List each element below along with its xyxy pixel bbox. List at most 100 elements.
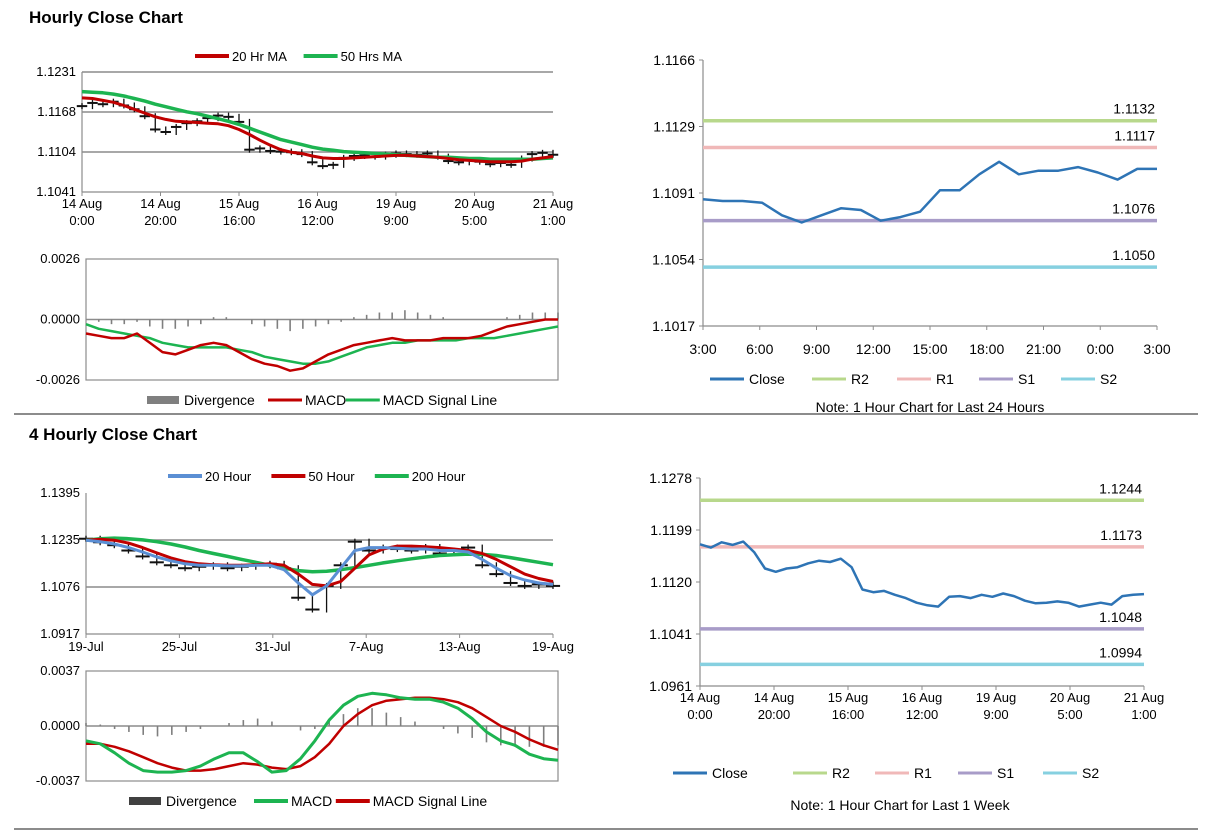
y-tick-label: 0.0000 bbox=[40, 312, 80, 327]
x-tick-label: 14 Aug bbox=[140, 196, 181, 211]
x-tick-label: 19-Aug bbox=[532, 639, 574, 654]
legend-label: Close bbox=[712, 765, 748, 781]
x-tick-label: 19 Aug bbox=[976, 690, 1017, 705]
legend-label: MACD bbox=[305, 392, 346, 408]
x-tick-label: 16 Aug bbox=[297, 196, 338, 211]
level-label: 1.1048 bbox=[1099, 609, 1142, 625]
four-hourly-week-chart: 1.1278 1.1199 1.1120 1.1041 1.0961 1.1244 1.11… bbox=[649, 470, 1165, 813]
ma50-line bbox=[85, 537, 554, 588]
x-tick-label: 21 Aug bbox=[1124, 690, 1165, 705]
x-tick-label: 21:00 bbox=[1026, 341, 1061, 357]
y-tick-label: 1.1235 bbox=[40, 532, 80, 547]
y-tick-label: -0.0026 bbox=[36, 372, 80, 387]
x-tick-label: 20:00 bbox=[144, 213, 177, 228]
y-tick-label: 1.1395 bbox=[40, 485, 80, 500]
legend-label: 50 Hrs MA bbox=[341, 49, 403, 64]
section-divider bbox=[14, 413, 1198, 415]
four-hourly-section-title: 4 Hourly Close Chart bbox=[29, 425, 198, 444]
y-tick-label: 1.1017 bbox=[652, 318, 695, 334]
macd-signal-line bbox=[86, 696, 559, 772]
x-tick-label: 20 Aug bbox=[1050, 690, 1091, 705]
level-label: 1.1244 bbox=[1099, 480, 1142, 496]
legend-label: R2 bbox=[832, 765, 850, 781]
x-tick-label: 6:00 bbox=[746, 341, 773, 357]
y-tick-label: 1.1091 bbox=[652, 185, 695, 201]
macd-signal-line bbox=[85, 323, 559, 365]
x-tick-label: 12:00 bbox=[856, 341, 891, 357]
legend-label: 50 Hour bbox=[308, 469, 355, 484]
x-tick-label: 0:00 bbox=[1087, 341, 1114, 357]
legend-label: S1 bbox=[997, 765, 1014, 781]
four-hourly-ma-chart: 20 Hour 50 Hour 200 Hour 1.1395 1.1235 1.1076… bbox=[40, 469, 574, 654]
ma50-line bbox=[81, 89, 554, 161]
x-tick-label: 19 Aug bbox=[376, 196, 417, 211]
y-tick-label: 1.0917 bbox=[40, 626, 80, 641]
chart-note: Note: 1 Hour Chart for Last 1 Week bbox=[790, 797, 1010, 813]
x-tick-label: 15 Aug bbox=[219, 196, 260, 211]
legend-label: R2 bbox=[851, 371, 869, 387]
x-tick-label: 0:00 bbox=[69, 213, 94, 228]
x-tick-label: 1:00 bbox=[1131, 707, 1156, 722]
legend-swatch bbox=[147, 396, 179, 404]
x-tick-label: 0:00 bbox=[687, 707, 712, 722]
legend-label: MACD bbox=[291, 793, 332, 809]
x-tick-label: 13-Aug bbox=[439, 639, 481, 654]
ma20-line bbox=[81, 96, 554, 164]
legend-label: MACD Signal Line bbox=[373, 793, 488, 809]
ma20-line bbox=[85, 538, 554, 597]
x-tick-label: 3:00 bbox=[689, 341, 716, 357]
x-tick-label: 7-Aug bbox=[349, 639, 384, 654]
x-tick-label: 5:00 bbox=[1057, 707, 1082, 722]
y-tick-label: 1.1054 bbox=[652, 252, 695, 268]
legend-label: Divergence bbox=[166, 793, 237, 809]
four-hourly-macd-chart: 0.0037 0.0000 -0.0037 Divergence MACD MACD Si… bbox=[36, 663, 559, 809]
level-label: 1.1117 bbox=[1114, 127, 1155, 143]
macd-line bbox=[85, 691, 559, 774]
y-tick-label: -0.0037 bbox=[36, 773, 80, 788]
legend-label: 20 Hr MA bbox=[232, 49, 287, 64]
x-tick-label: 9:00 bbox=[983, 707, 1008, 722]
y-tick-label: 1.1129 bbox=[653, 119, 695, 135]
y-tick-label: 1.1104 bbox=[37, 144, 76, 159]
y-tick-label: 1.1231 bbox=[36, 64, 76, 79]
x-tick-label: 31-Jul bbox=[255, 639, 291, 654]
hourly-24h-chart: 1.1166 1.1129 1.1091 1.1054 1.1017 1.1132 1.11… bbox=[652, 52, 1171, 415]
x-tick-label: 16 Aug bbox=[902, 690, 943, 705]
close-line bbox=[699, 540, 1145, 608]
y-tick-label: 0.0037 bbox=[40, 663, 80, 678]
level-label: 1.1173 bbox=[1100, 527, 1142, 543]
x-tick-label: 14 Aug bbox=[680, 690, 721, 705]
close-line bbox=[702, 160, 1157, 224]
hourly-section-title: Hourly Close Chart bbox=[29, 8, 183, 27]
legend-swatch bbox=[129, 797, 161, 805]
x-tick-label: 15 Aug bbox=[828, 690, 869, 705]
x-tick-label: 1:00 bbox=[540, 213, 565, 228]
x-tick-label: 12:00 bbox=[301, 213, 334, 228]
bottom-divider bbox=[14, 828, 1198, 830]
y-tick-label: 1.1041 bbox=[36, 184, 76, 199]
legend-label: S1 bbox=[1018, 371, 1035, 387]
y-tick-label: 1.1120 bbox=[650, 574, 692, 590]
legend-label: R1 bbox=[936, 371, 954, 387]
x-tick-label: 15:00 bbox=[912, 341, 947, 357]
hourly-macd-chart: 0.0026 0.0000 -0.0026 Divergence MACD MACD Si… bbox=[36, 251, 559, 408]
x-tick-label: 3:00 bbox=[1143, 341, 1170, 357]
x-tick-label: 14 Aug bbox=[754, 690, 795, 705]
legend-label: Divergence bbox=[184, 392, 255, 408]
legend-label: 20 Hour bbox=[205, 469, 252, 484]
level-label: 1.1132 bbox=[1113, 101, 1155, 117]
level-label: 1.1050 bbox=[1112, 247, 1155, 263]
x-tick-label: 19-Jul bbox=[68, 639, 104, 654]
level-label: 1.0994 bbox=[1099, 644, 1142, 660]
x-tick-label: 18:00 bbox=[969, 341, 1004, 357]
y-tick-label: 1.1168 bbox=[37, 104, 76, 119]
legend-label: S2 bbox=[1100, 371, 1117, 387]
legend-label: S2 bbox=[1082, 765, 1099, 781]
y-tick-label: 1.0961 bbox=[649, 678, 692, 694]
x-tick-label: 21 Aug bbox=[533, 196, 574, 211]
y-tick-label: 1.1199 bbox=[650, 522, 692, 538]
x-tick-label: 5:00 bbox=[462, 213, 487, 228]
hourly-ma-chart: 20 Hr MA 50 Hrs MA 1.1231 1.1168 1.1104 1.104… bbox=[36, 49, 574, 228]
x-tick-label: 9:00 bbox=[383, 213, 408, 228]
level-label: 1.1076 bbox=[1112, 201, 1155, 217]
